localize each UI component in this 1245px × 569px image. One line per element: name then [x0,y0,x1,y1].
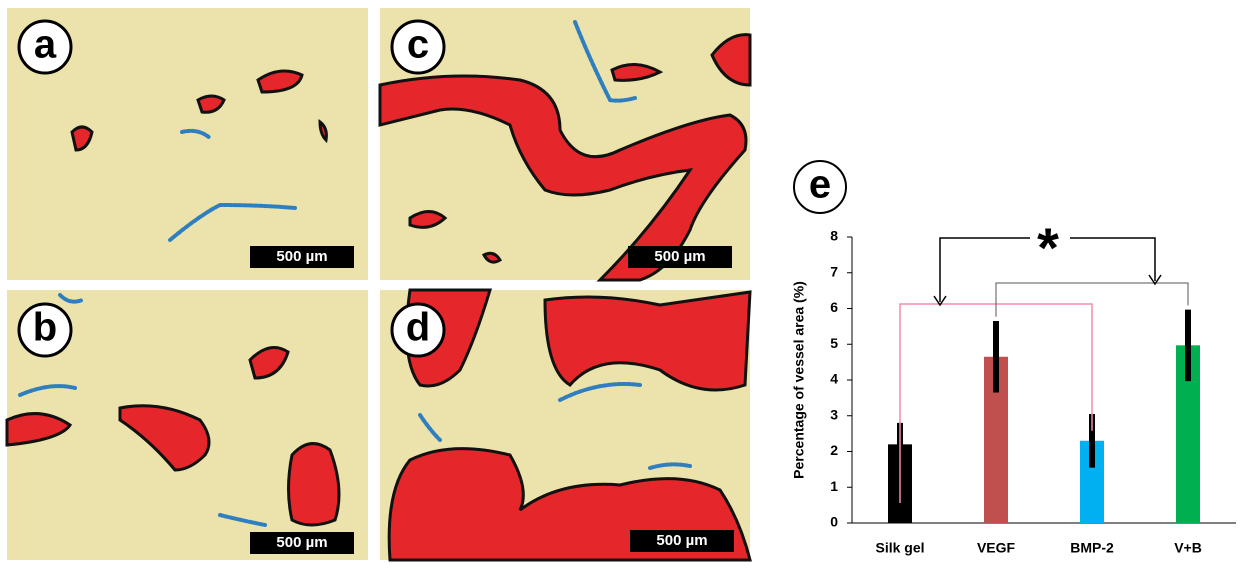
y-tick-label: 2 [830,442,838,458]
y-tick-label: 0 [830,514,838,530]
panel-label: c [407,23,429,67]
y-tick-label: 6 [830,299,838,315]
scale-bar-label: 500 µm [276,534,327,551]
panel-d: d 500 µm [380,290,750,560]
panel-label: d [406,306,430,350]
y-tick-label: 5 [830,335,838,351]
panel-label: b [33,306,57,350]
y-tick-label: 3 [830,406,838,422]
x-tick-label: BMP-2 [1070,540,1114,556]
y-axis-label: Percentage of vessel area (%) [791,281,807,479]
y-tick-label: 7 [830,263,838,279]
y-tick-label: 1 [830,478,838,494]
panel-label: a [34,23,57,67]
y-tick-label: 8 [830,228,838,244]
panel-label: e [809,163,831,207]
tissue [289,444,340,525]
x-tick-label: V+B [1174,540,1202,556]
x-tick-label: Silk gel [875,540,924,556]
panel-b: b 500 µm [7,290,368,560]
scale-bar-label: 500 µm [656,532,707,549]
y-tick-label: 4 [830,371,838,387]
panel-a: a 500 µm [7,8,368,280]
significance-mark: * [1037,216,1059,279]
scale-bar-label: 500 µm [654,248,705,265]
figure: a 500 µm c 500 µm b 500 µm [0,0,1245,564]
panel-c: c 500 µm [380,8,750,280]
x-tick-label: VEGF [977,540,1016,556]
scale-bar-label: 500 µm [276,248,327,265]
